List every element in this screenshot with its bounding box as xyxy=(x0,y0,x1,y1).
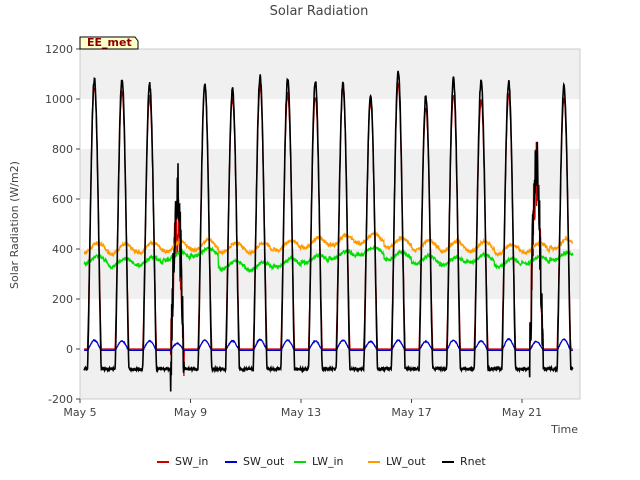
x-tick-label: May 13 xyxy=(281,406,321,419)
legend-label: LW_in xyxy=(312,455,344,468)
y-tick-label: -200 xyxy=(48,393,73,406)
x-tick-label: May 17 xyxy=(391,406,431,419)
y-tick-label: 400 xyxy=(52,243,73,256)
plot-area xyxy=(80,49,580,399)
y-tick-label: 600 xyxy=(52,193,73,206)
legend-item-lw-in: LW_in xyxy=(294,455,344,468)
series-layer xyxy=(83,70,574,392)
series-line-sw-in xyxy=(84,82,573,377)
legend-label: SW_in xyxy=(175,455,208,468)
legend-item-lw-out: LW_out xyxy=(368,455,426,468)
plot-background xyxy=(79,48,581,400)
series-line-sw-out xyxy=(84,337,573,353)
x-tick-label: May 5 xyxy=(63,406,96,419)
y-tick-label: 0 xyxy=(66,343,73,356)
grid-band xyxy=(80,349,580,399)
y-tick-label: 200 xyxy=(52,293,73,306)
series-line-rnet xyxy=(83,70,574,392)
chart-title: Solar Radiation xyxy=(270,4,369,19)
legend-label: LW_out xyxy=(386,455,426,468)
y-tick-label: 1000 xyxy=(45,93,73,106)
series-line-lw-in xyxy=(83,244,574,274)
site-badge-label: EE_met xyxy=(87,36,132,49)
legend-item-sw-out: SW_out xyxy=(225,455,285,468)
x-tick-label: May 9 xyxy=(174,406,207,419)
legend-item-sw-in: SW_in xyxy=(157,455,208,468)
grid-band xyxy=(80,149,580,199)
x-axis-label: Time xyxy=(550,423,578,436)
legend-item-rnet: Rnet xyxy=(442,455,486,468)
x-tick-label: May 21 xyxy=(502,406,542,419)
series-line-lw-out xyxy=(83,230,573,258)
grid-band xyxy=(80,49,580,99)
axes: -200 0 200 400 600 800 1000 1200 May 5 May 9 May 1… xyxy=(45,43,542,419)
legend: SW_in SW_out LW_in LW_out Rnet xyxy=(157,455,486,468)
y-axis-label: Solar Radiation (W/m2) xyxy=(8,161,21,289)
y-tick-label: 1200 xyxy=(45,43,73,56)
legend-label: Rnet xyxy=(460,455,486,468)
site-badge: EE_met xyxy=(79,36,139,50)
plot-frame xyxy=(79,48,581,400)
legend-label: SW_out xyxy=(243,455,285,468)
y-tick-label: 800 xyxy=(52,143,73,156)
